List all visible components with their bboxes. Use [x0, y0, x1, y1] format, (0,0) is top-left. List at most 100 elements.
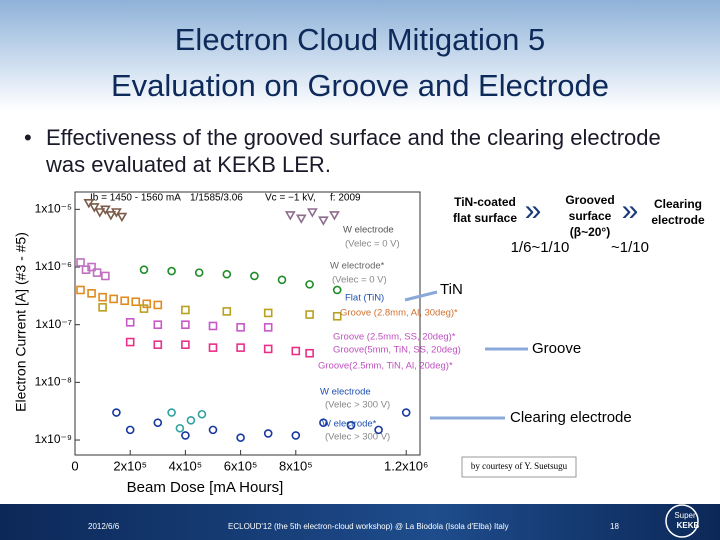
plot-header: Ib = 1450 - 1560 mA [90, 193, 181, 204]
data-point [306, 208, 318, 218]
data-point [208, 343, 218, 352]
data-point [81, 265, 91, 274]
credit: by courtesy of Y. Suetsugu [471, 461, 568, 471]
logo-text: Super [674, 511, 696, 520]
plot-header: f: 2009 [330, 193, 361, 204]
diagram-arrow: » [622, 194, 639, 227]
footer-page: 18 [610, 522, 619, 531]
data-point [186, 415, 196, 425]
data-point [76, 258, 85, 267]
data-point [374, 425, 383, 435]
plot-annotation: W electrode* [330, 261, 385, 272]
data-point [181, 431, 190, 440]
data-point [87, 262, 96, 272]
data-point [197, 409, 207, 419]
x-tick-label: 2x10⁵ [113, 458, 147, 473]
diagram-step: Clearing [654, 197, 702, 211]
plot-frame [74, 191, 421, 456]
data-point [181, 340, 190, 349]
data-point [92, 268, 102, 277]
data-point [153, 300, 163, 310]
data-point [153, 418, 163, 427]
y-tick-label: 1x10⁻⁶ [35, 259, 72, 273]
data-point [250, 271, 259, 281]
credit-box [461, 456, 577, 478]
data-point [319, 418, 328, 427]
y-tick-label: 1x10⁻⁵ [35, 202, 72, 216]
reduction-factor: ~1/10 [611, 239, 649, 256]
y-tick-label: 1x10⁻⁷ [35, 317, 72, 331]
data-point [131, 297, 141, 307]
data-point [208, 321, 218, 331]
data-point [139, 304, 149, 313]
data-point [111, 208, 122, 218]
data-point [291, 431, 301, 440]
diagram-arrow: » [525, 194, 542, 227]
data-point [94, 208, 106, 218]
callout-label: Groove [532, 340, 581, 357]
data-point [236, 433, 245, 442]
diagram-step: surface [569, 209, 612, 223]
data-point [109, 294, 118, 304]
data-point [305, 348, 314, 358]
data-point [87, 289, 96, 298]
data-point [181, 305, 190, 315]
title: Evaluation on Groove and Electrode [110, 68, 610, 103]
plot-annotation: Groove(2.5mm, TiN, Al, 20deg)* [318, 361, 453, 372]
footer-event: ECLOUD'12 (the 5th electron-cloud worksh… [228, 522, 509, 531]
plot-annotation: (Velec > 300 V) [325, 432, 390, 443]
plot-annotation: W electrode [343, 225, 394, 236]
data-point [98, 292, 107, 302]
plot-annotation: W electrode [320, 387, 371, 398]
plot-annotation: W electrode* [322, 419, 377, 430]
data-point [332, 311, 342, 321]
data-point [194, 268, 204, 277]
reduction-factor: 1/6~1/10 [511, 239, 570, 256]
y-axis-label: Electron Current [A] (#3 - #5) [13, 232, 29, 412]
data-point [401, 408, 411, 417]
data-point [346, 421, 356, 430]
data-point [318, 216, 329, 226]
logo-ring [665, 504, 699, 538]
title-band [0, 0, 720, 110]
plot-header: Vc = −1 kV, [265, 193, 316, 204]
data-point [105, 211, 117, 221]
data-point [88, 203, 100, 213]
data-point [76, 285, 85, 295]
diagram-step: TiN-coated [454, 195, 516, 209]
data-point [263, 344, 273, 354]
data-point [139, 265, 149, 274]
footer-band [0, 504, 720, 540]
diagram-step: (β~20°) [570, 225, 610, 239]
data-point [236, 323, 245, 332]
callout-label: Clearing electrode [510, 409, 632, 426]
plot-annotation: Groove (2.5mm, SS, 20deg)* [333, 332, 456, 343]
bullet: Effectiveness of the grooved surface and… [20, 124, 686, 178]
data-point [263, 308, 273, 318]
data-point [305, 280, 314, 289]
x-tick-label: 1.2x10⁶ [384, 458, 428, 473]
x-tick-label: 6x10⁵ [224, 458, 258, 473]
data-point [263, 429, 273, 438]
data-point [329, 211, 340, 221]
data-point [305, 310, 314, 319]
plot-annotation: (Velec > 300 V) [325, 400, 390, 411]
data-point [295, 214, 307, 224]
data-point [167, 266, 176, 276]
data-point [153, 320, 163, 329]
data-point [125, 337, 135, 347]
plot-header: 1/1585/3.06 [190, 193, 243, 204]
diagram-step: flat surface [453, 211, 517, 225]
data-point [284, 211, 296, 221]
data-point [181, 320, 190, 329]
callout-label: TiN [440, 281, 463, 298]
data-point [236, 343, 245, 352]
x-tick-label: 8x10⁵ [279, 458, 313, 473]
data-point [101, 271, 110, 281]
data-point [208, 425, 218, 435]
plot-annotation: Groove (2.8mm, Al, 30deg)* [340, 308, 458, 319]
x-tick-label: 4x10⁵ [169, 458, 203, 473]
data-point [99, 205, 111, 215]
data-point [153, 340, 163, 349]
